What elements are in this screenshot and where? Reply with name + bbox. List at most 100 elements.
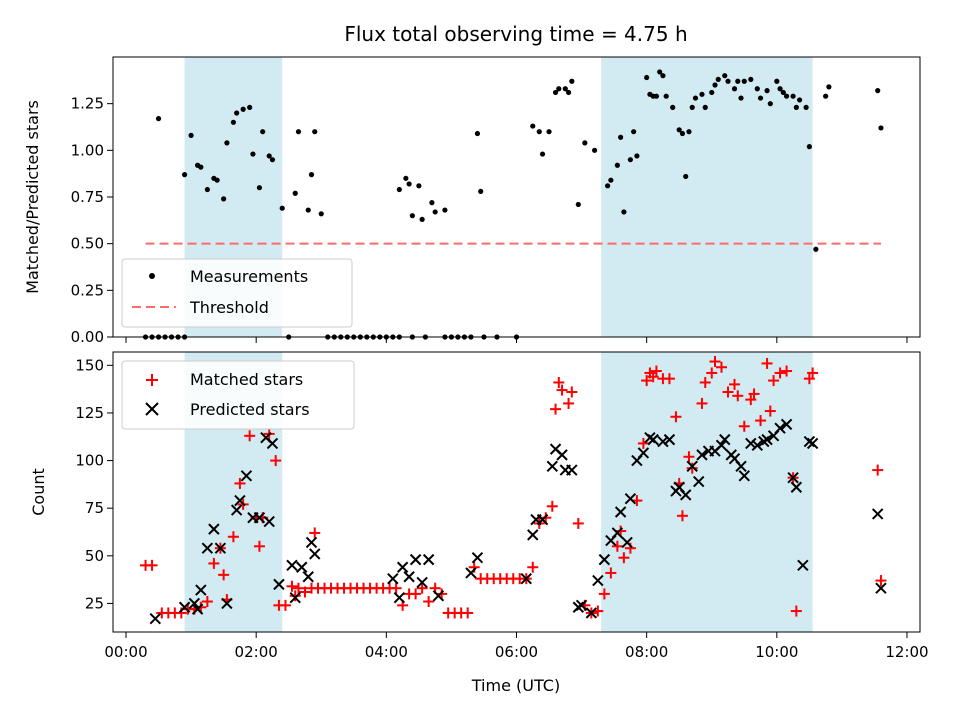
shaded-region <box>601 57 813 337</box>
matched-star-point <box>527 561 539 573</box>
measurement-point <box>715 76 721 82</box>
predicted-star-point <box>234 494 246 507</box>
predicted-star-point <box>647 433 659 446</box>
matched-star-point <box>696 397 708 409</box>
matched-star-point <box>647 371 659 383</box>
measurement-point <box>631 129 637 135</box>
predicted-star-point <box>745 437 757 450</box>
measurement-point <box>256 185 263 191</box>
measurements-series <box>142 69 884 340</box>
predicted-star-point <box>273 578 285 591</box>
matched-star-point <box>722 386 734 398</box>
legend-predicted-marker <box>145 402 159 416</box>
predicted-star-point <box>774 422 786 434</box>
x-tick-label: 08:00 <box>625 643 668 661</box>
measurement-point <box>204 186 210 193</box>
chart-title: Flux total observing time = 4.75 h <box>344 22 687 46</box>
predicted-star-point <box>201 542 214 554</box>
measurement-point <box>416 183 422 189</box>
matched-star-point <box>598 588 610 600</box>
x-tick-label: 00:00 <box>104 643 147 661</box>
measurement-point <box>774 78 780 84</box>
predicted-star-point <box>738 470 750 482</box>
matched-star-point <box>774 367 786 379</box>
bottom-panel: 25 50 75 100 125 150 00:00 02:00 04:00 06:00 08:0… <box>29 351 929 695</box>
predicted-star-point <box>409 553 422 566</box>
legend-matched-label: Matched stars <box>190 370 303 389</box>
matched-star-point <box>709 356 721 368</box>
predicted-star-point <box>761 433 773 446</box>
measurement-point <box>875 88 881 94</box>
predicted-star-point <box>637 447 650 459</box>
measurement-point <box>432 209 438 215</box>
measurement-point <box>546 129 552 135</box>
measurement-point <box>266 153 272 159</box>
matched-star-point <box>875 575 887 587</box>
matched-star-point <box>618 552 630 564</box>
measurement-point <box>155 116 162 122</box>
matched-star-point <box>227 531 239 543</box>
matched-star-point <box>234 477 246 489</box>
predicted-star-point <box>566 464 578 476</box>
measurement-point <box>783 93 790 99</box>
predicted-star-point <box>432 590 445 602</box>
measurement-point <box>224 140 230 146</box>
measurement-point <box>188 132 194 138</box>
measurement-point <box>305 207 311 213</box>
measurement-point <box>790 93 796 99</box>
measurement-point <box>689 104 695 110</box>
predicted-star-point <box>611 527 624 539</box>
measurement-point <box>634 153 640 159</box>
measurement-point <box>826 84 832 90</box>
matched-star-point <box>244 430 256 442</box>
predicted-star-point <box>188 597 201 610</box>
predicted-star-point <box>693 475 705 488</box>
predicted-star-point <box>621 536 633 549</box>
matched-star-point <box>676 510 688 522</box>
matched-star-point <box>663 373 675 385</box>
measurement-point <box>198 164 204 170</box>
predicted-star-point <box>263 515 275 528</box>
measurement-point <box>409 213 415 219</box>
matched-star-point <box>738 420 750 432</box>
top-x-ticks <box>125 337 908 343</box>
matched-star-point <box>546 500 558 512</box>
matched-star-point <box>732 390 744 402</box>
predicted-star-point <box>680 489 692 501</box>
measurement-point <box>419 216 425 222</box>
matched-star-point <box>286 580 298 592</box>
measurement-point <box>793 104 799 110</box>
measurement-point <box>813 246 819 252</box>
matched-star-point <box>270 455 282 467</box>
measurement-point <box>295 129 302 135</box>
measurement-point <box>260 129 266 135</box>
matched-star-point <box>146 559 158 571</box>
measurement-point <box>738 95 744 101</box>
matched-star-point <box>572 517 584 529</box>
matched-star-point <box>761 357 773 369</box>
predicted-star-point <box>416 576 428 589</box>
matched-stars-series <box>140 356 887 619</box>
measurement-point <box>660 73 666 79</box>
measurement-point <box>702 104 708 110</box>
matched-star-point <box>650 365 662 377</box>
matched-star-point <box>299 586 311 598</box>
matched-star-point <box>764 405 776 417</box>
measurement-point <box>644 74 650 81</box>
matched-star-point <box>803 373 815 385</box>
measurement-point <box>725 78 731 84</box>
measurement-point <box>247 104 253 110</box>
matched-star-point <box>790 605 802 617</box>
measurement-point <box>181 172 188 178</box>
measurement-point <box>709 89 715 96</box>
measurement-point <box>748 76 754 82</box>
legend-threshold-label: Threshold <box>189 298 269 317</box>
measurement-point <box>699 91 705 97</box>
matched-star-point <box>201 596 213 608</box>
top-shaded-regions <box>184 57 813 337</box>
matched-star-point <box>755 415 767 427</box>
predicted-star-point <box>875 582 887 594</box>
matched-star-point <box>208 557 220 569</box>
shaded-region <box>601 352 813 632</box>
predicted-star-point <box>657 435 669 448</box>
